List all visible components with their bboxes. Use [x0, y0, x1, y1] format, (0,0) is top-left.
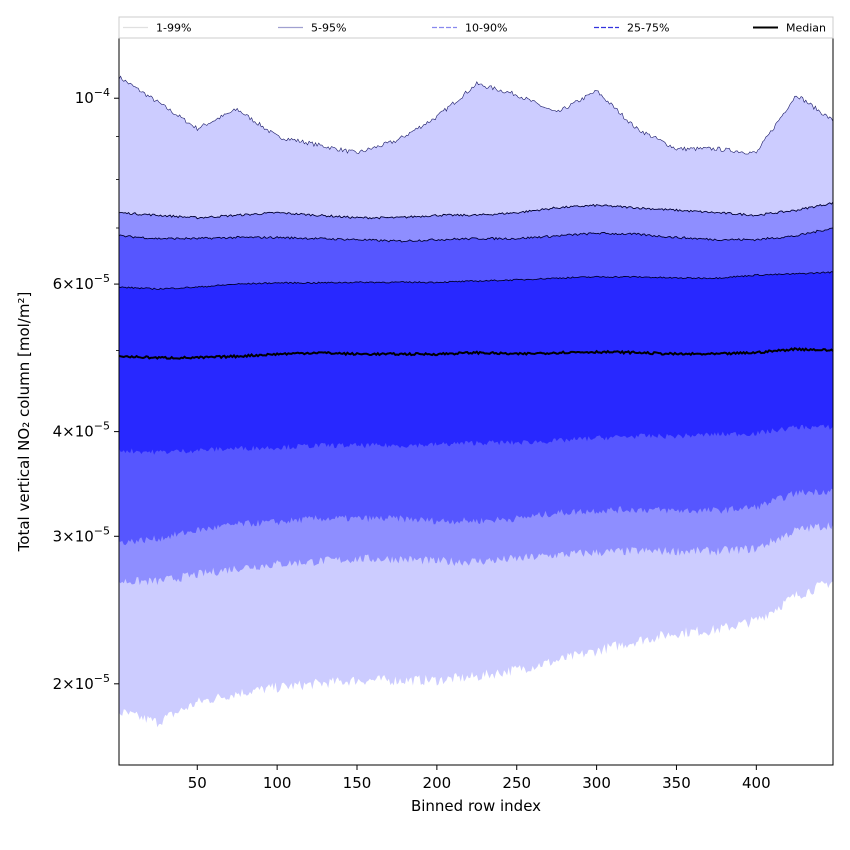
- band-1-99-upper-line: [118, 75, 834, 155]
- band-10-90-upper-line: [118, 227, 834, 243]
- legend: 1-99% 5-95% 10-90% 25-75% Median: [118, 16, 834, 39]
- x-tick-label: 50: [188, 774, 207, 792]
- legend-label: Median: [786, 22, 826, 35]
- x-tick-label: 150: [343, 774, 372, 792]
- x-tick-label: 200: [423, 774, 452, 792]
- y-tick-label: 2×10−5: [53, 672, 110, 693]
- y-tick-label: 4×10−5: [53, 420, 110, 441]
- x-tick-label: 350: [662, 774, 691, 792]
- y-axis-label: Total vertical NO₂ column [mol/m²]: [15, 292, 33, 553]
- band-25-75: [119, 271, 833, 455]
- y-tick-label: 3×10−5: [53, 524, 110, 545]
- percentile-bands: [119, 76, 833, 728]
- legend-label: 10-90%: [465, 22, 507, 35]
- axes: 50 100 150 200 250 300 350 400 2×10−5 3×10−5 4×10−…: [53, 37, 834, 792]
- legend-label: 25-75%: [627, 22, 669, 35]
- y-tick-label: 10−4: [75, 86, 110, 107]
- x-tick-label: 250: [502, 774, 531, 792]
- band-5-95-upper-line: [118, 201, 834, 220]
- median-line: [118, 347, 834, 360]
- legend-label: 1-99%: [156, 22, 191, 35]
- x-axis-label: Binned row index: [411, 797, 541, 815]
- x-tick-label: 100: [263, 774, 292, 792]
- y-tick-label: 6×10−5: [53, 272, 110, 293]
- x-tick-label: 400: [742, 774, 771, 792]
- band-25-75-upper-line: [118, 271, 834, 291]
- legend-frame: [118, 16, 834, 39]
- x-tick-label: 300: [582, 774, 611, 792]
- legend-label: 5-95%: [311, 22, 346, 35]
- series-lines: [118, 75, 834, 360]
